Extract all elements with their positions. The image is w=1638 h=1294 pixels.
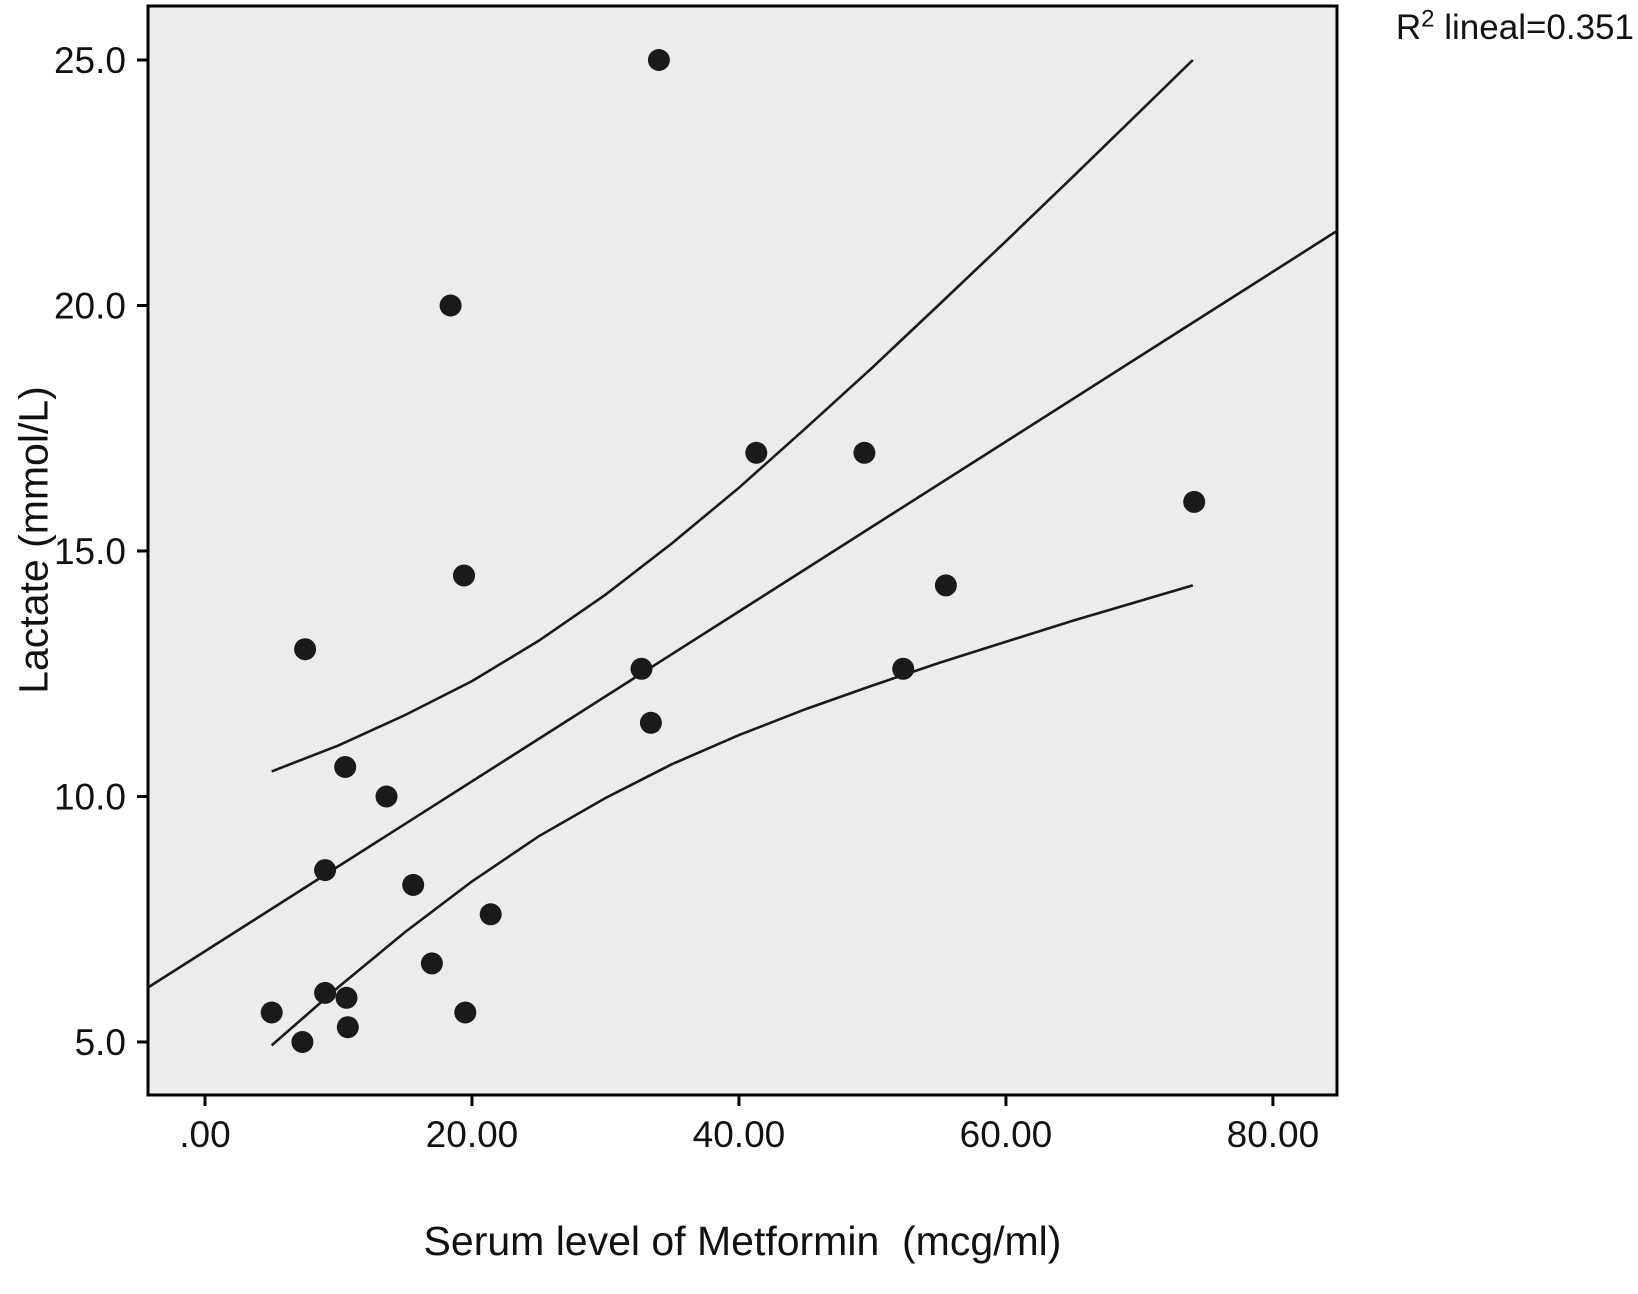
data-point	[1183, 490, 1206, 513]
data-point	[853, 441, 876, 464]
data-point	[336, 1016, 359, 1039]
regression-line	[147, 229, 1338, 989]
x-tick-label: 20.00	[426, 1114, 519, 1155]
ci-upper-curve	[271, 59, 1194, 773]
data-point	[335, 986, 358, 1009]
x-tick-label: 80.00	[1227, 1114, 1320, 1155]
data-point	[420, 952, 443, 975]
data-point	[934, 574, 957, 597]
y-tick-label: 25.0	[54, 40, 126, 81]
x-tick-label: .00	[179, 1114, 230, 1155]
data-point	[453, 564, 475, 587]
r-squared-base: R	[1395, 8, 1422, 47]
data-point	[745, 441, 768, 464]
data-point	[314, 859, 337, 882]
data-point	[647, 49, 670, 71]
data-point	[639, 711, 662, 734]
r-squared-annotation: R2 lineal=0.351	[1395, 5, 1634, 48]
data-point	[479, 903, 502, 926]
y-axis-title: Lactate (mmol/L)	[10, 386, 57, 694]
data-point	[294, 638, 317, 661]
y-tick-label: 5.0	[75, 1022, 126, 1063]
data-point	[334, 756, 357, 778]
data-point	[375, 785, 398, 808]
r-squared-exponent: 2	[1421, 5, 1435, 33]
data-point	[314, 981, 337, 1004]
plot-area	[146, 4, 1339, 1097]
ci-lower-curve	[270, 584, 1194, 1047]
data-point	[402, 873, 425, 896]
y-tick-label: 20.0	[54, 285, 126, 326]
data-point	[439, 294, 462, 317]
data-point	[454, 1001, 477, 1024]
data-point	[291, 1031, 314, 1053]
data-point	[892, 657, 915, 680]
data-point	[630, 657, 653, 680]
x-tick-label: 40.00	[693, 1114, 786, 1155]
y-tick-label: 10.0	[54, 776, 126, 817]
x-axis-title: Serum level of Metformin (mcg/ml)	[423, 1218, 1062, 1264]
x-tick-label: 60.00	[960, 1114, 1053, 1155]
r-squared-value: lineal=0.351	[1434, 8, 1634, 47]
y-tick-label: 15.0	[54, 531, 126, 572]
data-point	[260, 1001, 283, 1024]
